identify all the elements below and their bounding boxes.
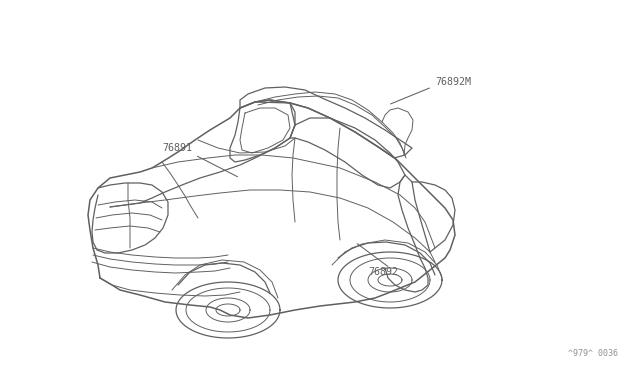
Text: 76892M: 76892M [435,77,471,87]
Text: ^979^ 0036: ^979^ 0036 [568,349,618,358]
Text: 76891: 76891 [162,143,192,153]
Text: 76892: 76892 [368,267,398,277]
